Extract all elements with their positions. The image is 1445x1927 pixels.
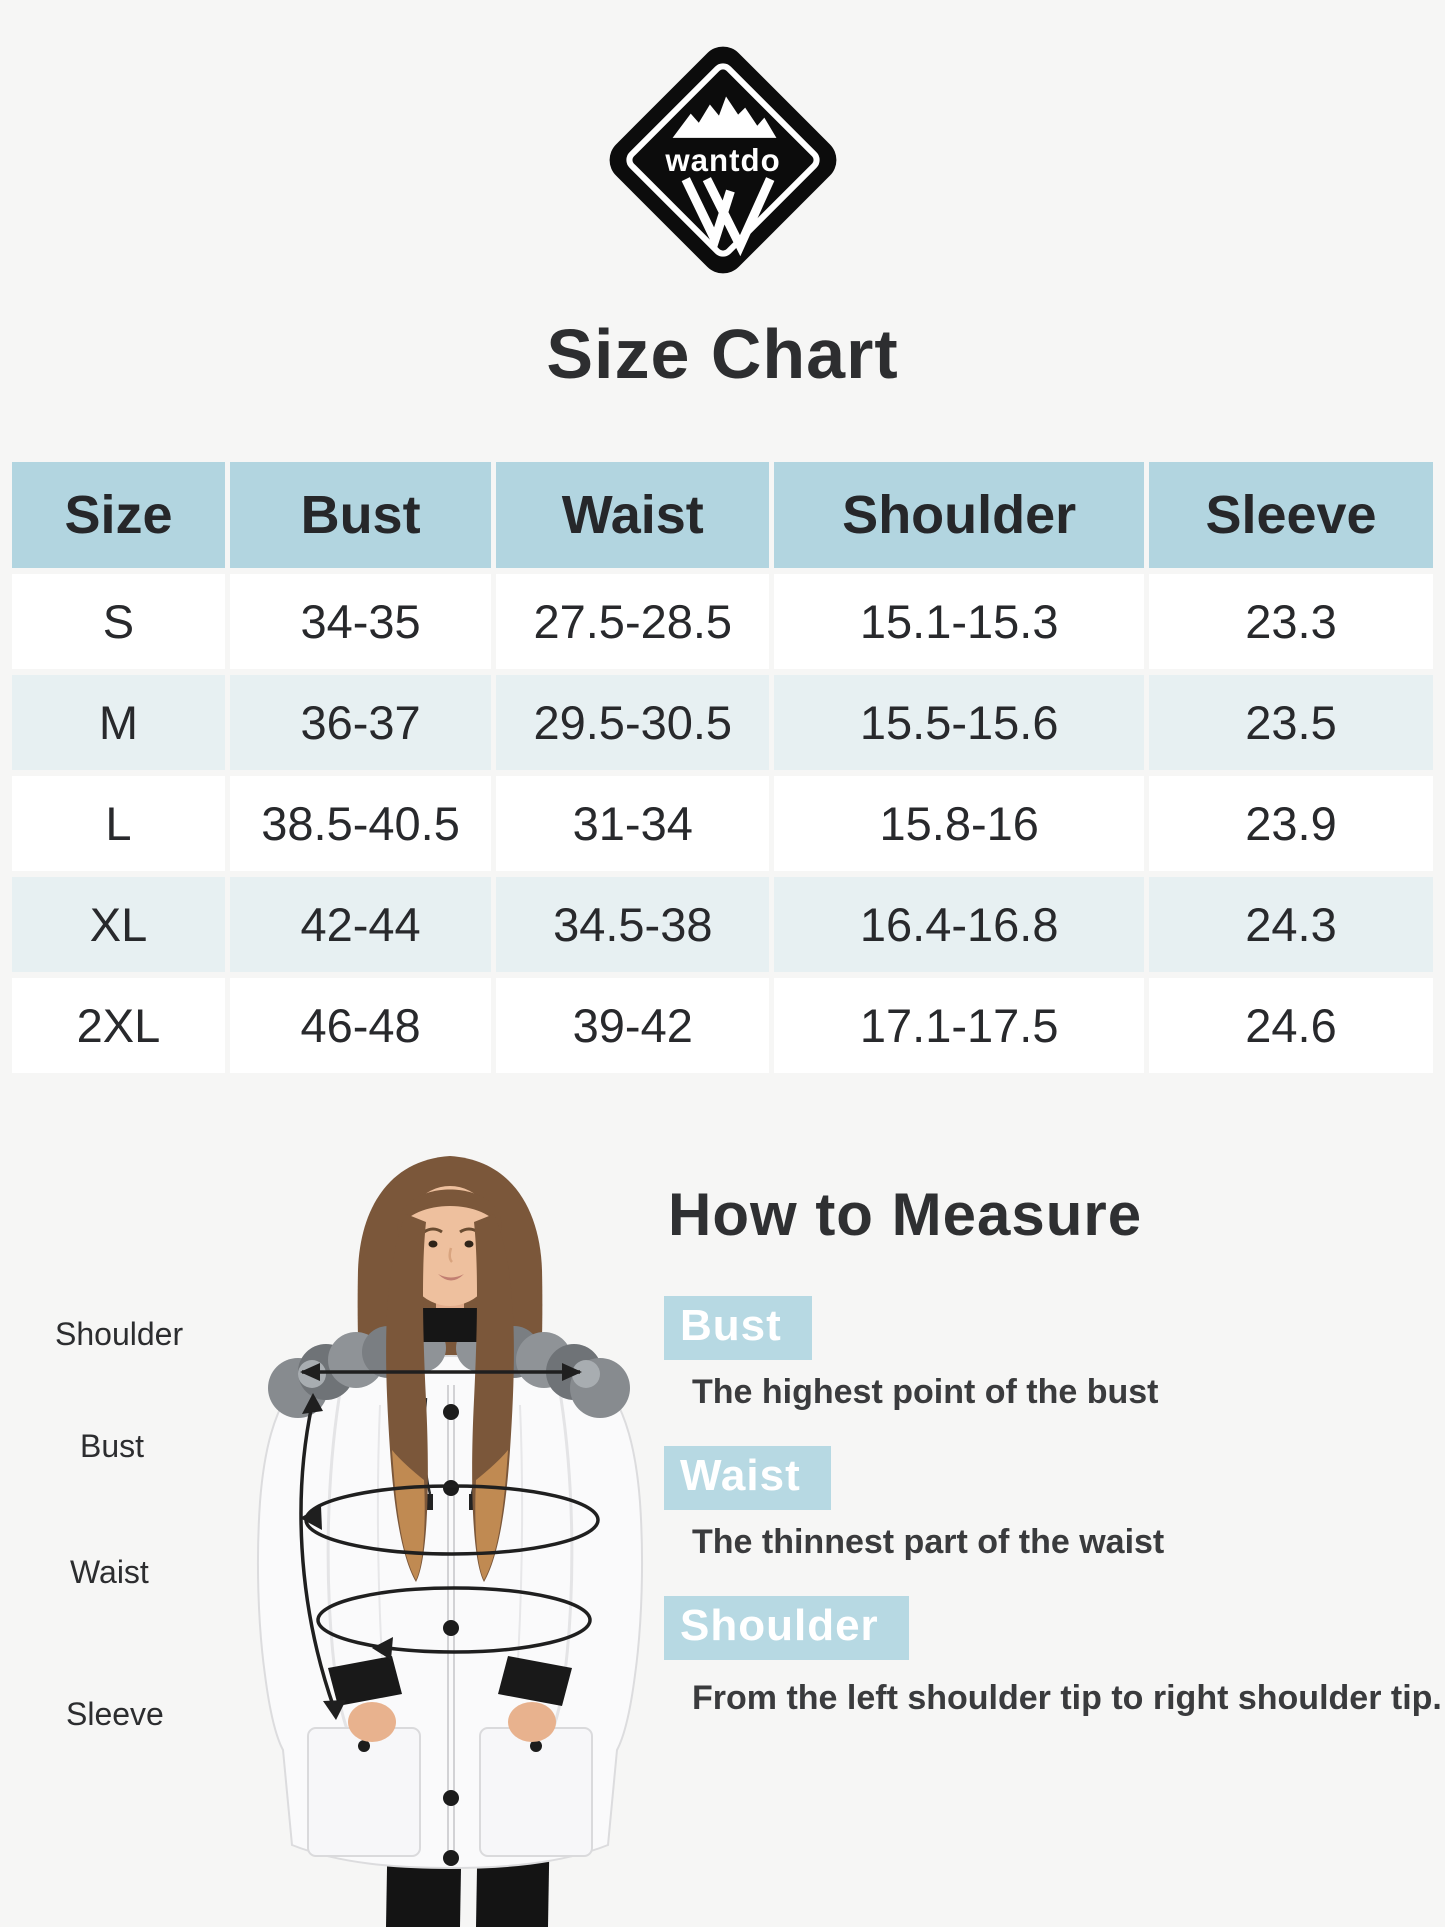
wantdo-logo-icon: wantdo	[609, 46, 836, 274]
shoulder-cell: 16.4-16.8	[774, 877, 1145, 972]
shoulder-cell: 15.1-15.3	[774, 574, 1145, 669]
column-header-size: Size	[12, 462, 225, 568]
figure-label-sleeve: Sleeve	[66, 1696, 164, 1732]
measure-desc-bust: The highest point of the bust	[692, 1373, 1159, 1411]
bust-cell: 38.5-40.5	[229, 776, 492, 871]
figure-label-bust: Bust	[80, 1428, 145, 1464]
shoulder-cell: 15.8-16	[774, 776, 1145, 871]
bust-cell: 36-37	[229, 675, 492, 770]
sleeve-arrow	[299, 1404, 336, 1709]
measure-badge-shoulder: Shoulder	[664, 1596, 909, 1661]
w-monogram-icon	[681, 177, 774, 257]
measure-desc-shoulder: From the left shoulder tip to right shou…	[692, 1679, 1442, 1717]
size-chart-table: Size Bust Waist Shoulder Sleeve S 34-35 …	[12, 462, 1433, 1073]
wantdo-logo: wantdo	[597, 34, 849, 291]
column-header-sleeve: Sleeve	[1149, 462, 1433, 568]
figure-label-waist: Waist	[70, 1554, 149, 1590]
waist-cell: 34.5-38	[496, 877, 770, 972]
waist-cell: 39-42	[496, 978, 770, 1073]
mountains-icon	[672, 96, 776, 138]
wantdo-logo-text: wantdo	[664, 143, 780, 178]
arrowheads	[300, 1363, 582, 1720]
model-photo-illustration	[256, 1156, 644, 1927]
size-cell: S	[12, 574, 225, 669]
how-to-measure-title: How to Measure	[668, 1181, 1143, 1248]
column-header-shoulder: Shoulder	[774, 462, 1145, 568]
sleeve-cell: 23.5	[1149, 675, 1433, 770]
sleeve-cell: 24.6	[1149, 978, 1433, 1073]
measure-badge-bust: Bust	[664, 1296, 812, 1361]
column-header-bust: Bust	[229, 462, 492, 568]
waist-cell: 29.5-30.5	[496, 675, 770, 770]
figure-label-shoulder: Shoulder	[55, 1316, 184, 1352]
size-cell: M	[12, 675, 225, 770]
page-title: Size Chart	[546, 315, 899, 393]
shoulder-cell: 17.1-17.5	[774, 978, 1145, 1073]
measure-badge-waist: Waist	[664, 1446, 831, 1511]
bust-cell: 34-35	[229, 574, 492, 669]
waist-tape-ellipse	[316, 1586, 592, 1654]
sleeve-cell: 23.3	[1149, 574, 1433, 669]
sleeve-cell: 23.9	[1149, 776, 1433, 871]
size-cell: L	[12, 776, 225, 871]
measure-desc-waist: The thinnest part of the waist	[692, 1523, 1165, 1561]
column-header-waist: Waist	[496, 462, 770, 568]
shoulder-cell: 15.5-15.6	[774, 675, 1145, 770]
size-cell: 2XL	[12, 978, 225, 1073]
waist-cell: 31-34	[496, 776, 770, 871]
bust-cell: 46-48	[229, 978, 492, 1073]
sleeve-cell: 24.3	[1149, 877, 1433, 972]
bust-cell: 42-44	[229, 877, 492, 972]
waist-cell: 27.5-28.5	[496, 574, 770, 669]
size-cell: XL	[12, 877, 225, 972]
